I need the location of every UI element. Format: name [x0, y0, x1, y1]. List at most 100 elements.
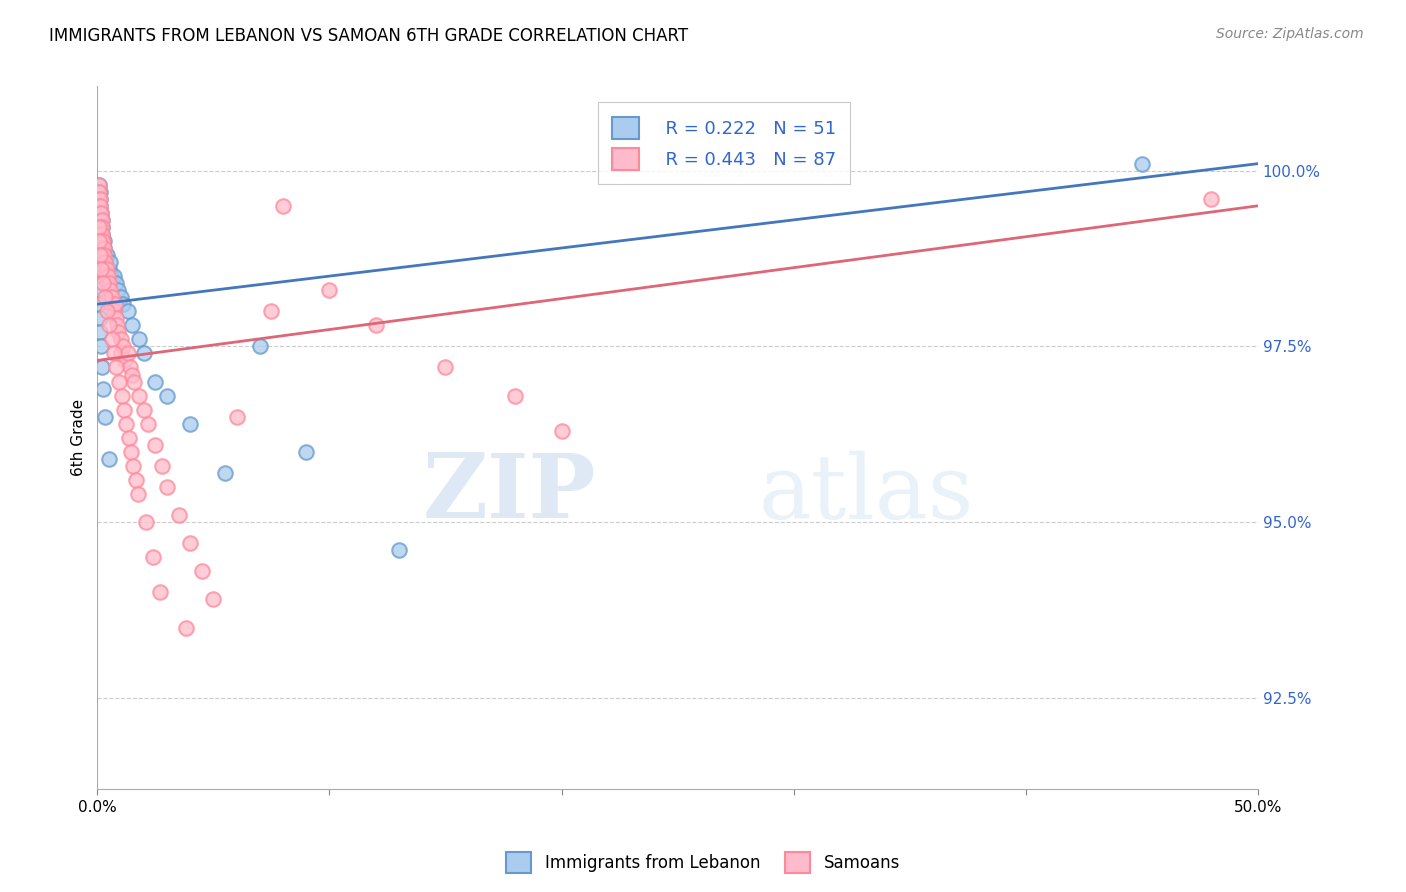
- Point: [225, 409, 247, 424]
- Point: [90, 262, 112, 277]
- Point: [98, 255, 121, 269]
- Point: [101, 290, 124, 304]
- Point: [91, 234, 114, 248]
- Point: [150, 458, 173, 473]
- Point: [89, 213, 111, 227]
- Point: [96, 248, 118, 262]
- Point: [91, 234, 114, 248]
- Point: [100, 297, 122, 311]
- Point: [89, 213, 111, 227]
- Point: [91, 360, 114, 375]
- Point: [87, 269, 110, 284]
- Y-axis label: 6th Grade: 6th Grade: [72, 400, 86, 476]
- Point: [156, 388, 179, 402]
- Point: [1130, 156, 1153, 170]
- Point: [93, 248, 115, 262]
- Point: [87, 283, 110, 297]
- Point: [90, 339, 112, 353]
- Point: [179, 417, 201, 431]
- Point: [104, 297, 127, 311]
- Point: [132, 402, 155, 417]
- Point: [202, 592, 225, 607]
- Point: [103, 269, 125, 284]
- Point: [107, 326, 129, 340]
- Point: [90, 213, 112, 227]
- Point: [90, 227, 112, 241]
- Point: [550, 424, 572, 438]
- Point: [111, 339, 134, 353]
- Point: [97, 451, 120, 466]
- Point: [132, 346, 155, 360]
- Point: [118, 360, 141, 375]
- Point: [93, 248, 115, 262]
- Point: [97, 290, 120, 304]
- Point: [89, 219, 111, 234]
- Point: [89, 192, 111, 206]
- Point: [128, 388, 150, 402]
- Point: [114, 353, 136, 368]
- Point: [87, 178, 110, 192]
- Point: [87, 199, 110, 213]
- Point: [1201, 192, 1223, 206]
- Point: [503, 388, 526, 402]
- Point: [295, 445, 318, 459]
- Point: [90, 206, 112, 220]
- Point: [104, 276, 127, 290]
- Text: Source: ZipAtlas.com: Source: ZipAtlas.com: [1216, 27, 1364, 41]
- Point: [94, 255, 117, 269]
- Point: [89, 297, 111, 311]
- Point: [97, 262, 120, 277]
- Point: [107, 375, 129, 389]
- Text: atlas: atlas: [759, 450, 974, 538]
- Point: [87, 185, 110, 199]
- Point: [89, 326, 111, 340]
- Point: [364, 318, 387, 333]
- Point: [93, 241, 115, 255]
- Point: [89, 311, 111, 326]
- Point: [91, 227, 114, 241]
- Point: [89, 206, 111, 220]
- Point: [124, 375, 146, 389]
- Point: [90, 213, 112, 227]
- Point: [98, 318, 121, 333]
- Text: IMMIGRANTS FROM LEBANON VS SAMOAN 6TH GRADE CORRELATION CHART: IMMIGRANTS FROM LEBANON VS SAMOAN 6TH GR…: [49, 27, 689, 45]
- Point: [89, 248, 111, 262]
- Point: [91, 219, 114, 234]
- Point: [103, 304, 125, 318]
- Point: [115, 417, 138, 431]
- Point: [91, 382, 114, 396]
- Point: [271, 199, 294, 213]
- Point: [96, 276, 118, 290]
- Point: [174, 620, 197, 634]
- Point: [142, 550, 165, 565]
- Point: [103, 346, 125, 360]
- Point: [434, 360, 457, 375]
- Point: [121, 318, 143, 333]
- Point: [90, 227, 112, 241]
- Point: [89, 199, 111, 213]
- Legend: Immigrants from Lebanon, Samoans: Immigrants from Lebanon, Samoans: [499, 846, 907, 880]
- Point: [111, 388, 134, 402]
- Point: [127, 487, 149, 501]
- Point: [87, 199, 110, 213]
- Point: [91, 276, 114, 290]
- Point: [121, 368, 143, 382]
- Point: [98, 283, 121, 297]
- Point: [318, 283, 340, 297]
- Point: [91, 248, 114, 262]
- Point: [167, 508, 190, 522]
- Point: [191, 564, 214, 578]
- Point: [93, 262, 115, 277]
- Point: [110, 332, 132, 346]
- Point: [105, 360, 128, 375]
- Point: [91, 234, 114, 248]
- Point: [89, 192, 111, 206]
- Point: [112, 402, 135, 417]
- Point: [100, 269, 122, 284]
- Point: [91, 219, 114, 234]
- Point: [87, 219, 110, 234]
- Point: [156, 480, 179, 494]
- Point: [128, 332, 150, 346]
- Point: [138, 417, 160, 431]
- Point: [94, 290, 117, 304]
